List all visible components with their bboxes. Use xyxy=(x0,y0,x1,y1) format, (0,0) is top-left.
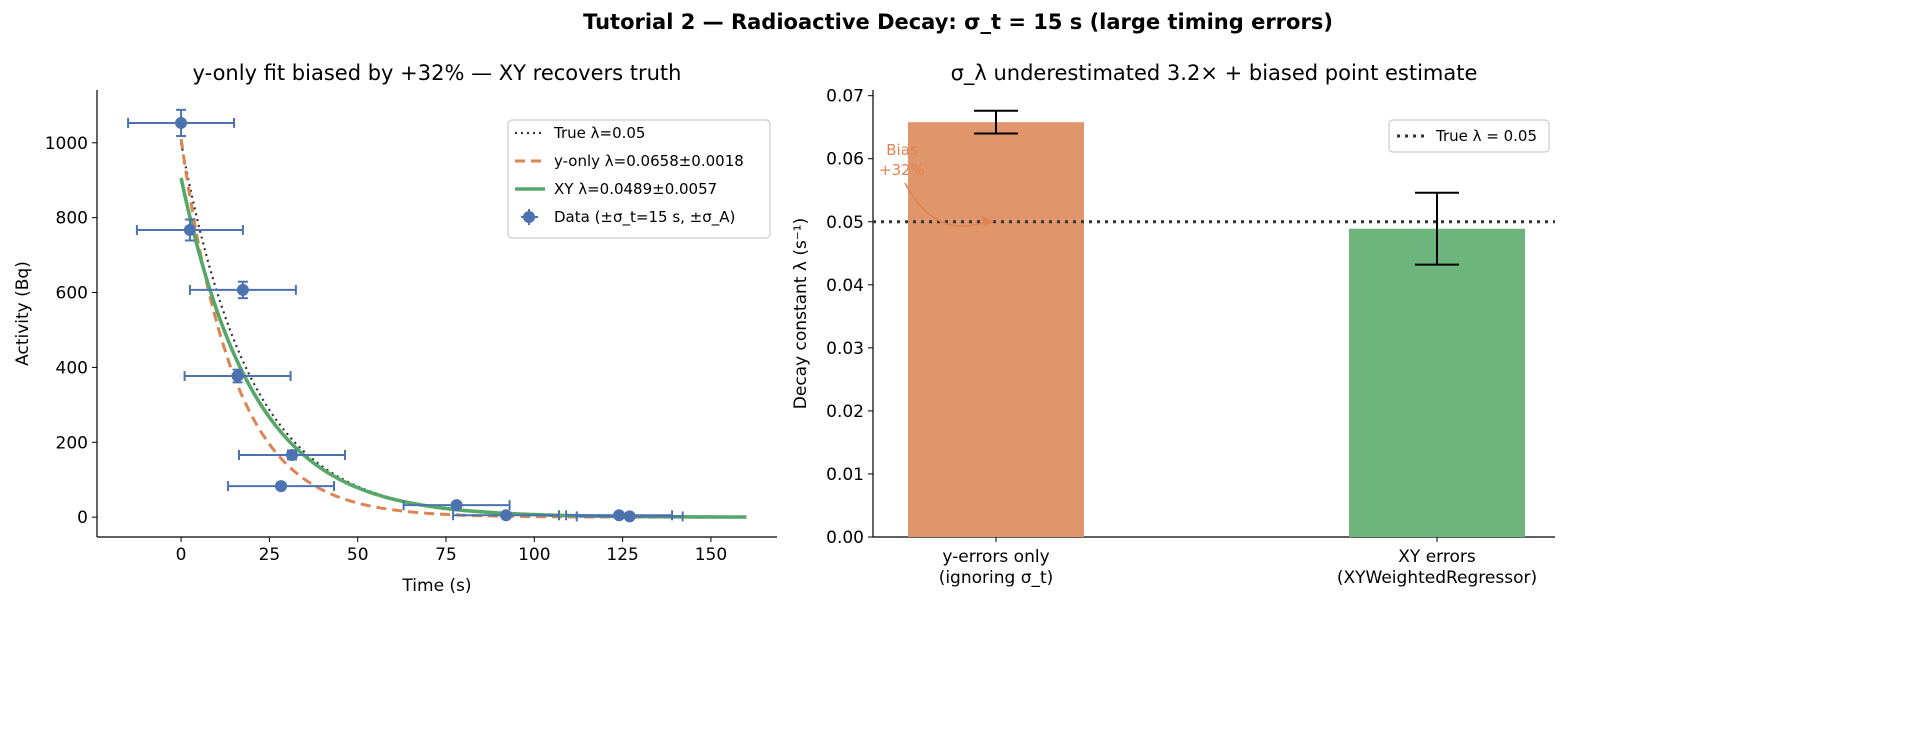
y-axis-label: Activity (Bq) xyxy=(13,261,33,366)
data-point xyxy=(402,499,511,512)
lambda-bar-chart: σ_λ underestimated 3.2× + biased point e… xyxy=(791,61,1555,588)
x-tick-label: 25 xyxy=(259,545,281,565)
y-tick-label: 0.04 xyxy=(826,276,864,296)
bar-0 xyxy=(908,122,1084,537)
data-marker xyxy=(623,510,636,523)
data-point xyxy=(565,509,674,522)
legend-label: XY λ=0.0489±0.0057 xyxy=(554,180,717,198)
y-tick-label: 600 xyxy=(56,284,88,304)
y-tick-label: 800 xyxy=(56,209,88,229)
data-marker xyxy=(275,480,288,493)
y-tick-label: 0.00 xyxy=(826,528,864,548)
x-tick-label: (XYWeightedRegressor) xyxy=(1337,568,1537,588)
data-point xyxy=(227,480,336,493)
bar-1 xyxy=(1349,228,1525,537)
data-marker xyxy=(236,283,249,296)
data-marker xyxy=(231,370,244,383)
y-tick-label: 400 xyxy=(56,358,88,378)
y-tick-label: 0.07 xyxy=(826,87,864,107)
decay-scatter-plot: y-only fit biased by +32% — XY recovers … xyxy=(13,61,777,596)
x-tick-label: 150 xyxy=(695,545,727,565)
data-marker xyxy=(175,116,188,129)
y-tick-label: 1000 xyxy=(45,134,88,154)
arrow-head-icon xyxy=(982,215,994,227)
legend-box xyxy=(507,119,771,239)
data-point xyxy=(127,108,236,138)
y-tick-label: 0 xyxy=(77,508,88,528)
data-marker xyxy=(613,509,626,522)
bias-annotation-arrow xyxy=(904,182,987,227)
x-tick-label: 0 xyxy=(176,545,187,565)
y-tick-label: 200 xyxy=(56,433,88,453)
legend-label: True λ=0.05 xyxy=(553,124,645,142)
y-axis-label: Decay constant λ (s⁻¹) xyxy=(791,218,811,409)
plot-title: σ_λ underestimated 3.2× + biased point e… xyxy=(951,61,1478,86)
y-tick-label: 0.06 xyxy=(826,150,864,170)
data-marker xyxy=(285,449,298,462)
data-marker xyxy=(450,499,463,512)
data-point xyxy=(575,510,684,523)
legend-label: y-only λ=0.0658±0.0018 xyxy=(554,152,744,170)
legend: True λ=0.05 y-only λ=0.0658±0.0018 XY λ=0.… xyxy=(507,119,771,239)
x-tick-label: (ignoring σ_t) xyxy=(939,568,1054,588)
x-tick-label: 75 xyxy=(435,545,457,565)
y-tick-label: 0.03 xyxy=(826,339,864,359)
data-point xyxy=(188,280,297,300)
x-tick-label: 50 xyxy=(347,545,369,565)
figure-title: Tutorial 2 — Radioactive Decay: σ_t = 15… xyxy=(583,10,1333,34)
x-axis-label: Time (s) xyxy=(401,576,471,596)
data-marker xyxy=(500,509,513,522)
data-marker xyxy=(183,224,196,237)
data-point xyxy=(238,449,346,462)
legend-label: Data (±σ_t=15 s, ±σ_A) xyxy=(554,208,735,227)
x-tick-label: XY errors xyxy=(1398,547,1476,567)
legend-label: True λ = 0.05 xyxy=(1435,127,1537,145)
x-tick-label: 125 xyxy=(606,545,638,565)
bias-annotation-text: Bias xyxy=(886,141,918,159)
data-point xyxy=(183,368,292,384)
y-tick-label: 0.01 xyxy=(826,465,864,485)
data-point xyxy=(135,218,244,242)
data-point xyxy=(452,509,561,522)
legend: True λ = 0.05 xyxy=(1388,119,1550,153)
legend-box xyxy=(1388,119,1550,153)
x-tick-label: y-errors only xyxy=(942,547,1049,567)
bias-annotation-text: +32% xyxy=(879,161,925,179)
plot-title: y-only fit biased by +32% — XY recovers … xyxy=(193,61,682,85)
y-tick-label: 0.05 xyxy=(826,213,864,233)
y-tick-label: 0.02 xyxy=(826,402,864,422)
x-tick-label: 100 xyxy=(518,545,550,565)
legend-marker xyxy=(523,211,535,223)
